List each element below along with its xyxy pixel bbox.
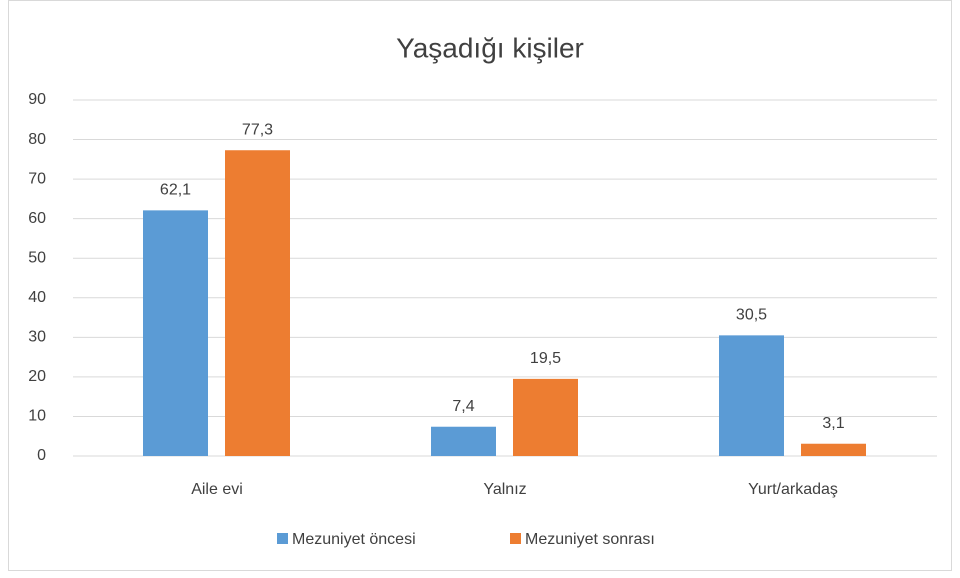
x-tick-label: Yurt/arkadaş: [748, 481, 838, 498]
y-tick-label: 10: [28, 408, 46, 425]
legend-label: Mezuniyet öncesi: [292, 531, 416, 548]
y-tick-label: 40: [28, 289, 46, 306]
data-label: 19,5: [530, 350, 561, 367]
bar: [431, 426, 496, 456]
y-tick-label: 50: [28, 249, 46, 266]
data-label: 7,4: [452, 398, 474, 415]
y-tick-label: 90: [28, 91, 46, 108]
data-label: 30,5: [736, 307, 767, 324]
x-tick-label: Yalnız: [483, 481, 526, 498]
y-tick-label: 80: [28, 131, 46, 148]
bar: [719, 335, 784, 456]
data-label: 77,3: [242, 121, 273, 138]
y-tick-label: 60: [28, 210, 46, 227]
bar: [801, 443, 866, 456]
chart-title: Yaşadığı kişiler: [396, 32, 584, 63]
bar: [225, 150, 290, 457]
y-tick-label: 70: [28, 170, 46, 187]
y-tick-label: 20: [28, 368, 46, 385]
bar: [143, 210, 208, 456]
legend-label: Mezuniyet sonrası: [525, 531, 655, 548]
data-label: 62,1: [160, 182, 191, 199]
legend-swatch: [510, 533, 521, 544]
y-tick-label: 30: [28, 329, 46, 346]
legend-swatch: [277, 533, 288, 544]
bar: [513, 378, 578, 456]
data-label: 3,1: [822, 415, 844, 432]
y-tick-label: 0: [37, 447, 46, 464]
x-tick-label: Aile evi: [191, 481, 243, 498]
